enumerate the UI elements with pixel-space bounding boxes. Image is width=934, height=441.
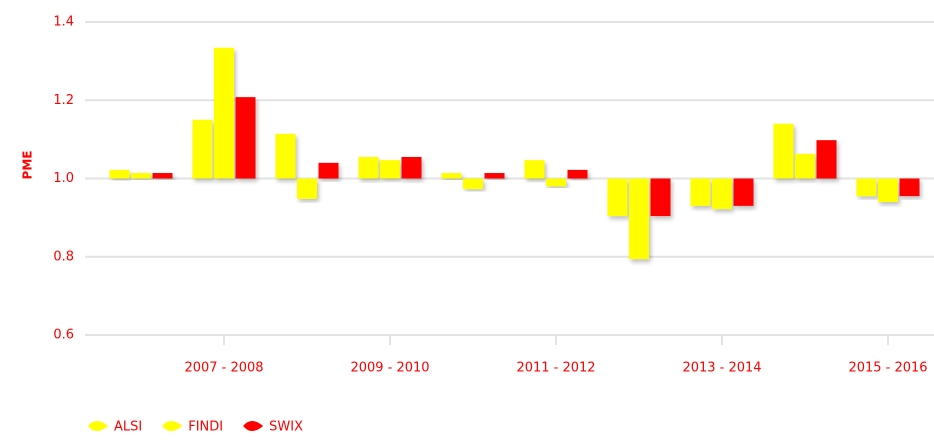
bar (192, 119, 213, 179)
y-tick-label: 1.4 (53, 15, 74, 30)
legend-label: FINDI (188, 420, 223, 435)
bar (546, 178, 566, 187)
bar (358, 156, 379, 179)
x-tick-label: 2007 - 2008 (184, 361, 263, 376)
y-axis-label: PME (21, 151, 35, 180)
bar (463, 178, 483, 190)
legend-swatch (243, 421, 264, 431)
bar (441, 173, 462, 179)
bar (297, 178, 317, 199)
bar (131, 173, 151, 179)
bar (856, 178, 877, 197)
y-tick-label: 0.8 (53, 249, 74, 264)
bar (795, 153, 815, 179)
bar (690, 178, 711, 206)
bar (318, 162, 339, 179)
bar (733, 178, 754, 206)
bar (524, 160, 545, 179)
bar (484, 173, 505, 179)
bar (275, 133, 296, 179)
x-tick-label: 2013 - 2014 (682, 361, 761, 376)
legend-label: SWIX (269, 420, 303, 435)
y-tick-label: 1.0 (53, 171, 74, 186)
bar (567, 169, 588, 179)
x-tick-label: 2015 - 2016 (848, 361, 927, 376)
y-tick-label: 1.2 (53, 93, 74, 108)
bar (235, 97, 256, 179)
bar (214, 47, 234, 179)
bar (629, 178, 649, 260)
bar (816, 140, 837, 179)
bar (712, 178, 732, 210)
bar (899, 178, 920, 197)
bar (152, 173, 173, 179)
bar (109, 169, 130, 179)
x-tick-label: 2011 - 2012 (516, 361, 595, 376)
bar (773, 123, 794, 179)
legend-swatch (88, 421, 108, 431)
bar (650, 178, 671, 217)
bar (878, 178, 898, 202)
bar (401, 156, 422, 179)
bar (607, 178, 628, 217)
bar (380, 160, 400, 179)
y-tick-label: 0.6 (53, 328, 74, 343)
legend-label: ALSI (114, 420, 142, 435)
x-tick-label: 2009 - 2010 (350, 361, 429, 376)
legend-swatch (162, 421, 183, 431)
